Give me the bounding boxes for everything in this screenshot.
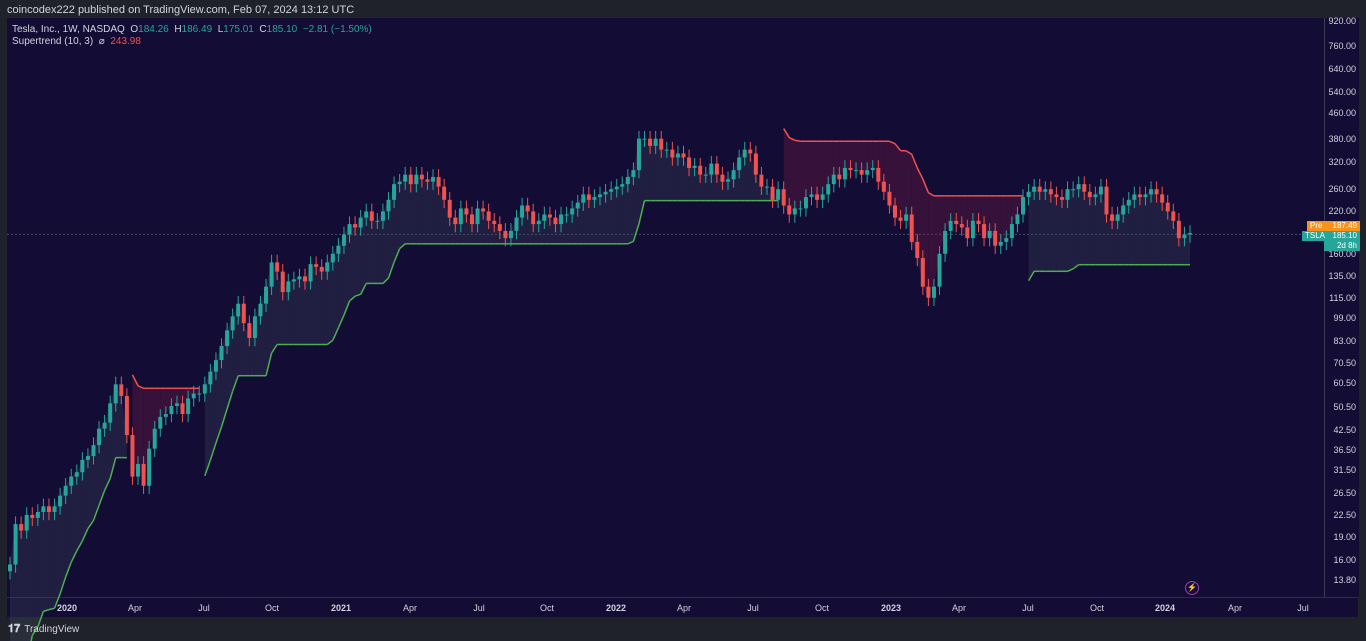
price-tick: 115.00 bbox=[1329, 292, 1356, 303]
price-tick: 640.00 bbox=[1328, 64, 1356, 75]
last-price-tag: TSLA 185.10 bbox=[1302, 231, 1360, 241]
no-data-icon: ⌀ bbox=[98, 36, 105, 47]
price-tick: 19.00 bbox=[1333, 532, 1356, 543]
price-tick: 22.50 bbox=[1333, 509, 1356, 520]
indicator-value: 243.98 bbox=[110, 36, 141, 47]
price-tick: 220.00 bbox=[1328, 206, 1356, 217]
time-tick: Jul bbox=[1022, 603, 1034, 613]
price-tick: 135.00 bbox=[1328, 271, 1356, 282]
price-tick: 760.00 bbox=[1328, 41, 1356, 52]
price-tick: 31.50 bbox=[1333, 465, 1356, 476]
price-tick: 42.50 bbox=[1333, 425, 1356, 436]
lightning-icon[interactable]: ⚡ bbox=[1185, 581, 1199, 595]
indicator-legend-row[interactable]: Supertrend (10, 3) ⌀ 243.98 bbox=[12, 36, 372, 48]
price-tick: 260.00 bbox=[1328, 184, 1356, 195]
high-value: 186.49 bbox=[181, 24, 213, 35]
time-tick: Oct bbox=[814, 603, 830, 613]
time-axis[interactable] bbox=[7, 597, 1358, 617]
time-tick: Apr bbox=[676, 603, 692, 613]
time-tick: 2024 bbox=[1154, 603, 1176, 613]
time-tick: Apr bbox=[1227, 603, 1243, 613]
time-tick: Jul bbox=[747, 603, 759, 613]
price-tick: 920.00 bbox=[1328, 15, 1356, 26]
time-tick: Apr bbox=[951, 603, 967, 613]
time-tick: 2021 bbox=[330, 603, 352, 613]
symbol-title: Tesla, Inc., 1W, NASDAQ bbox=[12, 24, 125, 35]
premarket-price-tag: Pre 187.49 bbox=[1307, 221, 1360, 231]
price-tick: 380.00 bbox=[1328, 133, 1356, 144]
price-tick: 26.50 bbox=[1333, 488, 1356, 499]
time-tick: 2020 bbox=[56, 603, 78, 613]
price-tick: 60.50 bbox=[1333, 378, 1356, 389]
indicator-title: Supertrend (10, 3) bbox=[12, 36, 94, 47]
price-tick: 83.00 bbox=[1333, 336, 1356, 347]
chart-legend: Tesla, Inc., 1W, NASDAQ O184.26 H186.49 … bbox=[12, 24, 372, 48]
time-tick: Apr bbox=[127, 603, 143, 613]
chart-pane[interactable] bbox=[7, 18, 1324, 597]
price-tick: 99.00 bbox=[1333, 312, 1356, 323]
tradingview-logo[interactable]: 𝟏𝟕 TradingView bbox=[8, 623, 80, 635]
price-tick: 160.00 bbox=[1328, 248, 1356, 259]
time-tick: Oct bbox=[539, 603, 555, 613]
low-value: 175.01 bbox=[223, 24, 254, 35]
price-tick: 540.00 bbox=[1328, 86, 1356, 97]
price-tick: 70.50 bbox=[1333, 357, 1356, 368]
time-tick: 2023 bbox=[880, 603, 902, 613]
price-tick: 36.50 bbox=[1333, 445, 1356, 456]
symbol-legend-row[interactable]: Tesla, Inc., 1W, NASDAQ O184.26 H186.49 … bbox=[12, 24, 372, 35]
price-tick: 460.00 bbox=[1328, 108, 1356, 119]
price-tick: 50.50 bbox=[1333, 402, 1356, 413]
change-value: −2.81 (−1.50%) bbox=[302, 24, 372, 35]
time-tick: Oct bbox=[1089, 603, 1105, 613]
price-axis[interactable] bbox=[1324, 18, 1359, 597]
close-value: 185.10 bbox=[266, 24, 298, 35]
time-tick: Apr bbox=[402, 603, 418, 613]
time-tick: Oct bbox=[264, 603, 280, 613]
price-tick: 13.80 bbox=[1333, 574, 1356, 585]
price-tick: 16.00 bbox=[1333, 555, 1356, 566]
open-value: 184.26 bbox=[138, 24, 169, 35]
publisher-line: coincodex222 published on TradingView.co… bbox=[7, 4, 355, 16]
time-tick: 2022 bbox=[605, 603, 627, 613]
time-tick: Jul bbox=[198, 603, 210, 613]
bar-countdown: 2d 8h bbox=[1324, 241, 1360, 251]
time-tick: Jul bbox=[1297, 603, 1309, 613]
tv-logo-icon: 𝟏𝟕 bbox=[8, 623, 21, 635]
time-tick: Jul bbox=[473, 603, 485, 613]
price-tick: 320.00 bbox=[1328, 156, 1356, 167]
